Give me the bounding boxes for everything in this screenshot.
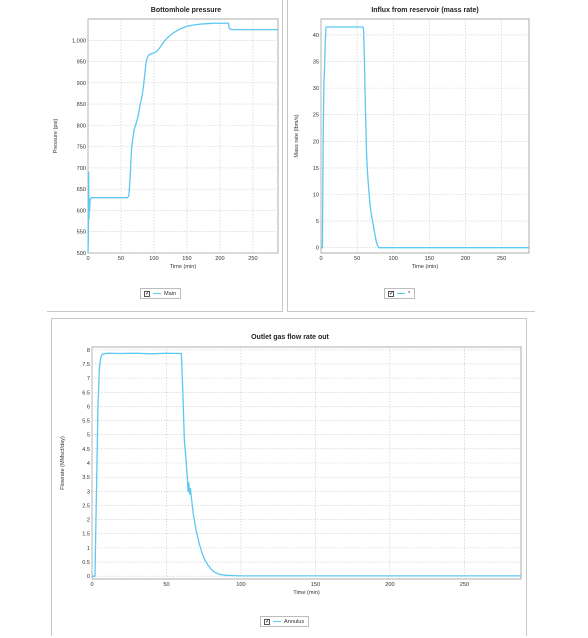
y-tick-label: 40 [313,33,319,39]
y-tick-label: 3 [87,489,90,495]
y-tick-label: 0 [316,246,319,252]
chart-title: Outlet gas flow rate out [251,334,329,341]
x-tick-label: 100 [236,582,245,588]
y-tick-label: 4 [87,461,90,467]
y-tick-label: 800 [77,123,86,129]
x-axis-label: Time (min) [412,264,439,270]
y-tick-label: 5.5 [82,419,90,425]
y-tick-label: 0 [87,574,90,580]
x-tick-label: 100 [389,256,398,262]
y-tick-label: 1 [87,546,90,552]
y-tick-label: 8 [87,348,90,354]
chart-panel-bottomhole-pressure: Bottomhole pressure 0 50 100 150 200 250 500 550… [47,0,283,312]
legend-label: Main [164,290,177,297]
y-tick-label: 0.5 [82,560,90,566]
x-tick-label: 150 [311,582,320,588]
legend-swatch [397,292,405,295]
series-line- [321,26,529,249]
y-tick-label: 5 [316,219,319,225]
x-tick-label: 0 [86,256,89,262]
y-tick-label: 35 [313,60,319,66]
chart-title: Bottomhole pressure [151,7,222,14]
y-tick-label: 1,000 [72,38,86,44]
y-tick-label: 700 [77,166,86,172]
y-tick-label: 20 [313,139,319,145]
x-tick-label: 0 [90,582,93,588]
x-tick-label: 250 [248,256,257,262]
x-tick-label: 250 [460,582,469,588]
checkbox-checked-icon[interactable]: ✓ [264,618,271,625]
x-axis-label: Time (min) [170,264,197,270]
x-tick-label: 200 [385,582,394,588]
legend-main[interactable]: ✓ Main [140,288,182,299]
x-tick-label: 200 [215,256,224,262]
y-tick-label: 6 [87,404,90,410]
y-tick-label: 15 [313,166,319,172]
y-tick-label: 5 [87,433,90,439]
y-tick-label: 900 [77,81,86,87]
y-tick-label: 600 [77,208,86,214]
legend-annulus[interactable]: ✓ Annulus [260,616,310,627]
y-tick-label: 25 [313,113,319,119]
y-tick-label: 850 [77,102,86,108]
y-axis-label: Mass rate (lbm/s) [294,114,300,157]
x-tick-label: 250 [497,256,506,262]
y-axis-label: Flowrate (MMscf/day) [60,436,66,490]
y-tick-label: 2.5 [82,503,90,509]
chart-panel-influx-mass-rate: Influx from reservoir (mass rate) 0 50 100 1… [287,0,535,312]
chart-title: Influx from reservoir (mass rate) [371,7,478,14]
y-tick-label: 4.5 [82,447,90,453]
x-tick-label: 50 [163,582,169,588]
y-tick-label: 2 [87,518,90,524]
x-tick-label: 0 [319,256,322,262]
plot-area [87,18,279,254]
legend-label: * [408,290,411,297]
legend-swatch [153,292,161,295]
x-axis-label: Time (min) [293,590,320,596]
x-tick-label: 150 [425,256,434,262]
x-tick-label: 50 [354,256,360,262]
x-tick-label: 200 [461,256,470,262]
checkbox-checked-icon[interactable]: ✓ [388,290,395,297]
y-tick-label: 30 [313,86,319,92]
y-tick-label: 500 [77,251,86,257]
y-tick-label: 7 [87,376,90,382]
y-tick-label: 3.5 [82,475,90,481]
series-line-main [87,22,278,254]
y-tick-label: 7.5 [82,362,90,368]
chart-panel-outlet-gas-flow: Outlet gas flow rate out 0 50 100 150 200 250 0… [51,318,527,636]
bottomhole-pressure-chart: Bottomhole pressure 0 50 100 150 200 250 500 550… [53,7,279,270]
y-tick-label: 10 [313,193,319,199]
y-tick-label: 950 [77,60,86,66]
x-tick-label: 150 [182,256,191,262]
y-tick-label: 1.5 [82,532,90,538]
y-tick-label: 650 [77,187,86,193]
legend-star[interactable]: ✓ * [384,288,416,299]
y-tick-label: 6.5 [82,390,90,396]
influx-mass-rate-chart: Influx from reservoir (mass rate)0 50 100 1… [294,7,530,270]
checkbox-checked-icon[interactable]: ✓ [144,290,151,297]
x-tick-label: 100 [149,256,158,262]
y-tick-label: 750 [77,145,86,151]
x-tick-label: 50 [118,256,124,262]
y-axis-label: Pressure (psi) [53,118,59,153]
series-line-annulus [92,352,521,577]
plot-area [320,18,530,254]
y-tick-label: 550 [77,230,86,236]
legend-swatch [273,620,281,623]
legend-label: Annulus [284,618,305,625]
